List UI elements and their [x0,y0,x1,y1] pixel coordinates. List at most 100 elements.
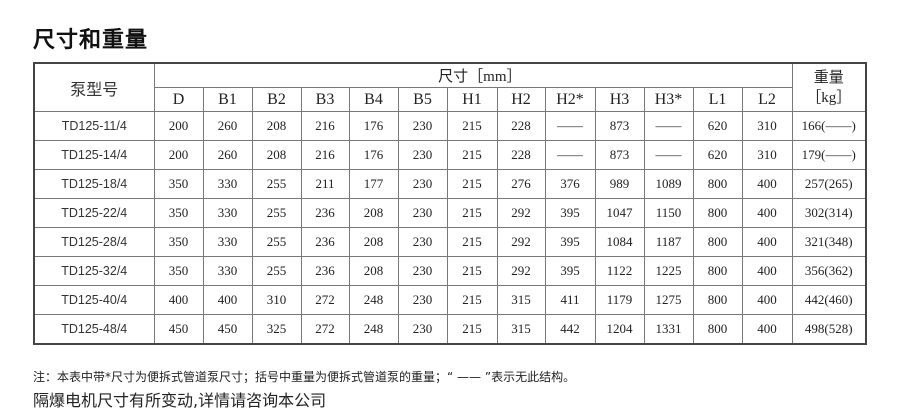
dimension-cell: 255 [251,198,302,228]
dimension-cell: 236 [300,256,350,286]
table-row: TD125-28/4 350 330 255 236 208 230 215 292 395 108… [33,227,867,257]
dimension-cell: 272 [300,285,350,315]
model-cell: TD125-28/4 [33,227,155,257]
table-row: TD125-40/4 400 400 310 272 248 230 215 315 411 117… [33,285,867,315]
explosion-proof-note: 隔爆电机尺寸有所变动,详情请咨询本公司 [33,391,327,410]
dimension-cell: 620 [692,111,743,141]
dimension-cell: 276 [496,169,546,199]
column-header-b1: B1 [202,87,253,112]
dimension-cell: 236 [300,227,350,257]
dimension-cell: 255 [251,256,302,286]
dimension-cell: 1204 [594,314,645,345]
dimension-cell: 1150 [643,198,694,228]
weight-cell: 498(528) [791,314,867,345]
weight-cell: 321(348) [791,227,867,257]
dimension-cell: 230 [397,314,448,345]
dimension-cell: 292 [496,256,546,286]
dimension-cell: 176 [348,140,399,170]
dimension-cell: 315 [496,314,546,345]
model-cell: TD125-22/4 [33,198,155,228]
dimension-cell: 989 [594,169,645,199]
dimension-cell: 330 [202,227,253,257]
weight-header: 重量 ［kg］ [791,62,867,112]
dimension-cell: 1047 [594,198,645,228]
dimension-cell: 400 [741,227,793,257]
dimension-cell: 255 [251,227,302,257]
dimension-cell: 800 [692,314,743,345]
dimension-cell: 1179 [594,285,645,315]
dimension-cell: 260 [202,140,253,170]
weight-header-unit: ［kg］ [806,89,852,106]
dimension-cell: 230 [397,256,448,286]
dimension-cell: 395 [544,227,596,257]
dimension-cell: —— [643,111,694,141]
dimension-cell: 800 [692,285,743,315]
dimension-cell: 395 [544,198,596,228]
dimension-cell: 215 [446,227,498,257]
dimension-cell: 200 [153,111,204,141]
dimension-cell: 400 [741,169,793,199]
dimension-cell: 200 [153,140,204,170]
dimension-cell: 215 [446,111,498,141]
column-header-b2: B2 [251,87,302,112]
dimension-cell: 400 [741,314,793,345]
column-header-h3: H3 [594,87,645,112]
model-cell: TD125-40/4 [33,285,155,315]
page-title: 尺寸和重量 [33,28,149,53]
dimension-cell: 400 [741,285,793,315]
dimension-cell: 873 [594,140,645,170]
dimension-cell: 208 [348,256,399,286]
model-header: 泵型号 [33,62,155,112]
column-header-h2: H2 [496,87,546,112]
dimension-cell: 310 [741,140,793,170]
weight-header-label: 重量 [813,69,844,86]
table-row: TD125-14/4 200 260 208 216 176 230 215 228 —— 873—… [33,140,867,170]
dimension-cell: 260 [202,111,253,141]
column-header-b4: B4 [348,87,399,112]
dimension-cell: 620 [692,140,743,170]
dimension-cell: 215 [446,256,498,286]
dimension-cell: —— [544,140,596,170]
column-header-h3-star: H3* [643,87,694,112]
dimension-cell: 1331 [643,314,694,345]
dimension-cell: 230 [397,111,448,141]
model-cell: TD125-18/4 [33,169,155,199]
dimension-cell: 1122 [594,256,645,286]
model-cell: TD125-14/4 [33,140,155,170]
dimension-cell: 450 [202,314,253,345]
dimension-cell: 800 [692,227,743,257]
dimension-cell: 292 [496,227,546,257]
weight-cell: 302(314) [791,198,867,228]
dimension-cell: 248 [348,285,399,315]
column-header-l2: L2 [741,87,793,112]
dimension-cell: 350 [153,227,204,257]
dimension-cell: 400 [202,285,253,315]
dimension-cell: 1089 [643,169,694,199]
weight-cell: 356(362) [791,256,867,286]
table-row: TD125-18/4 350 330 255 211 177 230 215 276 376 989… [33,169,867,199]
dimension-cell: 230 [397,198,448,228]
dimension-cell: 215 [446,314,498,345]
dimension-cell: 177 [348,169,399,199]
column-header-h1: H1 [446,87,498,112]
dimension-cell: 330 [202,169,253,199]
dimension-cell: 208 [348,227,399,257]
dimension-cell: 442 [544,314,596,345]
dimension-cell: 315 [496,285,546,315]
dimension-cell: 873 [594,111,645,141]
model-cell: TD125-11/4 [33,111,155,141]
table-row: TD125-22/4 350 330 255 236 208 230 215 292 395 104… [33,198,867,228]
dimension-cell: 400 [153,285,204,315]
weight-cell: 179(——) [791,140,867,170]
dimension-cell: 1225 [643,256,694,286]
dimension-cell: 215 [446,169,498,199]
dimension-cell: 228 [496,111,546,141]
dimension-group-header: 尺寸［mm］ [153,62,793,88]
dimension-cell: 376 [544,169,596,199]
dimension-cell: 310 [251,285,302,315]
dimension-cell: 350 [153,256,204,286]
table-row: TD125-32/4 350 330 255 236 208 230 215 292 395 112… [33,256,867,286]
dimension-cell: 330 [202,198,253,228]
column-header-b5: B5 [397,87,448,112]
column-header-b3: B3 [300,87,350,112]
